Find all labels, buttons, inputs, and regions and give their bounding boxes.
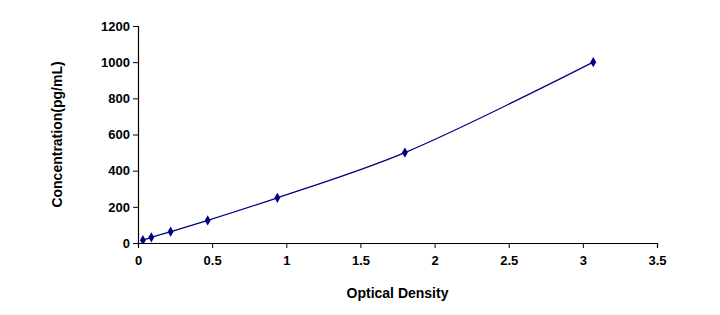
marker — [168, 227, 174, 237]
tick-mark — [360, 243, 361, 248]
tick: 400 — [108, 163, 138, 178]
marker — [148, 232, 154, 242]
tick-label: 0.5 — [204, 253, 222, 268]
tick-mark — [133, 98, 138, 99]
tick: 2 — [431, 243, 438, 268]
tick: 1000 — [101, 55, 138, 70]
tick: 0 — [135, 243, 142, 268]
tick-label: 0 — [123, 236, 130, 251]
tick-mark — [133, 135, 138, 136]
chart: 0 0.5 1 1.5 2 2.5 3 3.5 0 200 400 600 800 1000 1200 Opt… — [0, 0, 720, 315]
tick-label: 3.5 — [648, 253, 666, 268]
tick-label: 2.5 — [500, 253, 518, 268]
tick-label: 400 — [108, 163, 130, 178]
tick-label: 2 — [431, 253, 438, 268]
tick: 600 — [108, 127, 138, 142]
tick: 800 — [108, 91, 138, 106]
marker — [140, 235, 146, 243]
tick-mark — [435, 243, 436, 248]
y-axis: 0 200 400 600 800 1000 1200 — [101, 19, 138, 251]
tick-mark — [583, 243, 584, 248]
tick: 1.5 — [352, 243, 370, 268]
tick-label: 1000 — [101, 55, 130, 70]
curve — [143, 62, 593, 240]
axis-line — [133, 27, 139, 244]
tick-label: 200 — [108, 199, 130, 214]
tick-label: 800 — [108, 91, 130, 106]
tick-mark — [133, 62, 138, 63]
tick-mark — [133, 243, 138, 244]
axis-line — [139, 244, 658, 249]
tick-label: 1.5 — [352, 253, 370, 268]
marker — [205, 215, 211, 225]
tick: 0.5 — [204, 243, 222, 268]
tick-label: 3 — [580, 253, 587, 268]
tick: 0 — [123, 236, 138, 251]
x-axis: 0 0.5 1 1.5 2 2.5 3 3.5 — [135, 243, 667, 268]
series — [140, 57, 596, 243]
tick-label: 600 — [108, 127, 130, 142]
tick: 3.5 — [648, 243, 666, 268]
tick: 3 — [580, 243, 587, 268]
plot: 0 0.5 1 1.5 2 2.5 3 3.5 0 200 400 600 800 1000 1200 — [101, 19, 666, 269]
y-axis-title: Concentration(pg/mL) — [49, 61, 65, 207]
tick-mark — [133, 207, 138, 208]
tick: 1 — [283, 243, 290, 268]
tick: 2.5 — [500, 243, 518, 268]
x-axis-title: Optical Density — [347, 285, 449, 301]
tick-label: 1200 — [101, 19, 130, 34]
marker — [274, 193, 280, 203]
tick-mark — [133, 171, 138, 172]
tick-label: 0 — [135, 253, 142, 268]
tick-mark — [286, 243, 287, 248]
tick-mark — [212, 243, 213, 248]
tick-mark — [509, 243, 510, 248]
tick-mark — [657, 243, 658, 248]
tick-label: 1 — [283, 253, 290, 268]
tick-mark — [133, 26, 138, 27]
tick: 200 — [108, 199, 138, 214]
tick: 1200 — [101, 19, 138, 34]
marker — [590, 57, 596, 67]
marker — [402, 147, 408, 157]
